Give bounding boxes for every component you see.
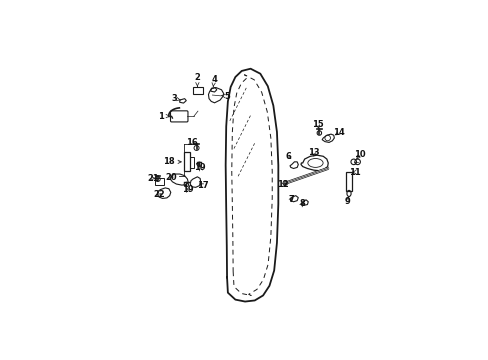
Text: 9: 9 xyxy=(344,197,350,206)
Text: 3: 3 xyxy=(171,94,180,103)
Text: 2: 2 xyxy=(194,73,200,86)
Text: 7: 7 xyxy=(288,195,294,204)
Text: 22: 22 xyxy=(154,190,165,199)
Text: 4: 4 xyxy=(211,75,217,87)
Text: 8: 8 xyxy=(299,199,305,208)
Text: 21: 21 xyxy=(147,174,159,183)
Text: 19: 19 xyxy=(194,163,205,172)
Text: 12: 12 xyxy=(277,180,288,189)
Text: 13: 13 xyxy=(307,148,319,157)
Text: 15: 15 xyxy=(311,121,323,130)
Text: 11: 11 xyxy=(349,168,361,177)
Text: 10: 10 xyxy=(354,150,365,159)
Text: 14: 14 xyxy=(333,128,345,137)
Text: 20: 20 xyxy=(164,172,176,181)
Text: 1: 1 xyxy=(158,112,169,121)
Text: 17: 17 xyxy=(197,181,208,190)
Text: 19: 19 xyxy=(181,185,193,194)
Text: 18: 18 xyxy=(163,157,181,166)
Text: 16: 16 xyxy=(186,138,198,147)
Text: 5: 5 xyxy=(221,92,229,101)
Text: 6: 6 xyxy=(285,152,291,161)
